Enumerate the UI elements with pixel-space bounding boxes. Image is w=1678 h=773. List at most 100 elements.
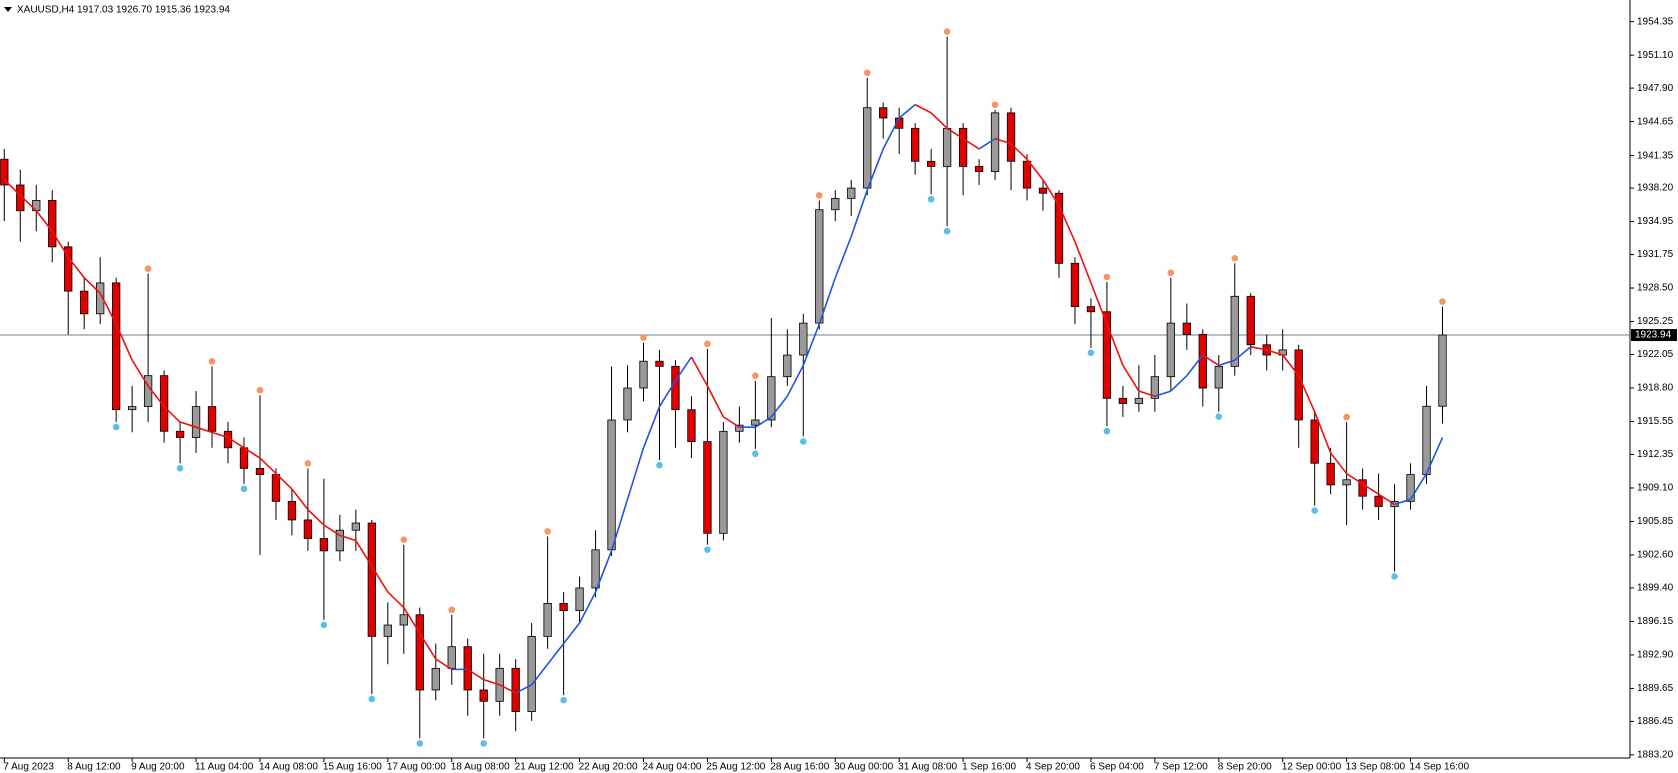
x-tick-label: 22 Aug 20:00 <box>579 762 638 773</box>
ma-segment <box>1058 205 1076 242</box>
candle-body <box>303 519 313 539</box>
fractal-high <box>815 192 823 199</box>
fractal-high <box>544 528 551 535</box>
ma-segment <box>1266 349 1283 356</box>
ma-segment <box>962 137 980 150</box>
fractal-high <box>1343 413 1350 421</box>
candle-body <box>1310 419 1319 464</box>
candle-body <box>287 500 297 521</box>
ma-segment <box>323 524 341 537</box>
fractal-low <box>416 740 424 747</box>
ma-segment <box>227 436 245 449</box>
ma-segment <box>387 591 405 609</box>
y-tick-label: 1938.20 <box>1637 183 1674 194</box>
candle-body <box>751 419 760 426</box>
ma-segment <box>515 684 533 694</box>
candle-body <box>159 375 169 432</box>
candle-body <box>926 160 936 167</box>
ma-segment <box>1186 354 1204 377</box>
candle-body <box>1294 349 1303 421</box>
candle-body <box>1150 376 1160 399</box>
candle-body <box>1198 334 1207 389</box>
ma-segment <box>882 117 900 150</box>
candle-body <box>575 587 584 612</box>
ma-segment <box>594 550 613 593</box>
ma-segment <box>1346 472 1364 485</box>
ma-segment <box>307 509 325 526</box>
fractal-high <box>640 334 647 341</box>
ma-segment <box>914 103 932 114</box>
candle-body <box>80 290 89 315</box>
candle-body <box>655 360 664 367</box>
candle-body <box>815 209 824 324</box>
candle-body <box>863 107 872 189</box>
candle-body <box>591 549 600 589</box>
candle-body <box>1326 462 1335 486</box>
y-tick-label: 1886.45 <box>1637 716 1674 727</box>
candle-body <box>1022 160 1032 189</box>
y-tick-label: 1928.50 <box>1637 283 1674 294</box>
candle-body <box>127 406 137 411</box>
x-tick-label: 28 Aug 16:00 <box>770 762 829 773</box>
ma-segment <box>690 356 709 387</box>
menu-triangle[interactable] <box>4 7 12 12</box>
ma-segment <box>1074 241 1092 284</box>
y-tick-label: 1954.35 <box>1637 16 1674 27</box>
y-tick-label: 1951.10 <box>1637 50 1674 61</box>
y-tick-label: 1925.25 <box>1637 316 1674 327</box>
fractal-high <box>1103 273 1111 281</box>
candle-body <box>112 282 121 411</box>
candle-body <box>1182 322 1191 335</box>
fractal-low <box>176 464 184 472</box>
candle-body <box>431 667 440 691</box>
fractal-high <box>752 372 759 380</box>
ma-segment <box>578 591 597 624</box>
candle-body <box>703 441 712 534</box>
ma-segment <box>67 256 85 279</box>
x-tick-label: 4 Sep 20:00 <box>1026 762 1080 773</box>
candle-body <box>1134 397 1144 404</box>
ma-segment <box>99 292 117 325</box>
x-tick-label: 18 Aug 08:00 <box>451 762 510 773</box>
ma-segment <box>403 607 421 634</box>
fractal-high <box>144 265 152 272</box>
candle-body <box>1246 295 1255 346</box>
candle-body <box>767 376 776 421</box>
fractal-high <box>448 606 456 614</box>
candle-body <box>1054 192 1064 264</box>
candle-body <box>96 282 105 315</box>
ma-segment <box>499 684 517 694</box>
ma-segment <box>642 406 661 449</box>
candle-body <box>735 424 744 432</box>
ma-segment <box>994 137 1012 145</box>
fractal-low <box>1087 349 1095 357</box>
ma-segment <box>1010 143 1028 160</box>
ma-segment <box>1409 473 1428 500</box>
x-tick-label: 14 Aug 08:00 <box>259 762 318 773</box>
y-tick-label: 1889.65 <box>1637 683 1674 694</box>
y-tick-label: 1896.15 <box>1637 616 1674 627</box>
candle-body <box>1358 479 1367 497</box>
ma-segment <box>658 380 677 407</box>
ma-segment <box>51 230 69 258</box>
candle-body <box>479 689 488 702</box>
candle-body <box>1086 306 1096 313</box>
candle-body <box>383 624 392 637</box>
fractal-low <box>927 195 935 203</box>
y-tick-label: 1915.55 <box>1637 416 1674 427</box>
fractal-high <box>1439 298 1446 305</box>
candle-body <box>1214 365 1223 389</box>
candle-body <box>1006 112 1016 162</box>
ma-segment <box>930 112 948 129</box>
candle-body <box>687 409 696 443</box>
candle-body <box>1118 397 1128 404</box>
candle-body <box>543 603 552 637</box>
candle-body <box>990 112 1000 172</box>
ma-segment <box>291 488 309 511</box>
fractal-low <box>480 740 488 747</box>
ma-segment <box>163 405 181 423</box>
candle-body <box>942 127 952 167</box>
ma-segment <box>531 663 549 686</box>
ma-segment <box>1313 411 1332 454</box>
